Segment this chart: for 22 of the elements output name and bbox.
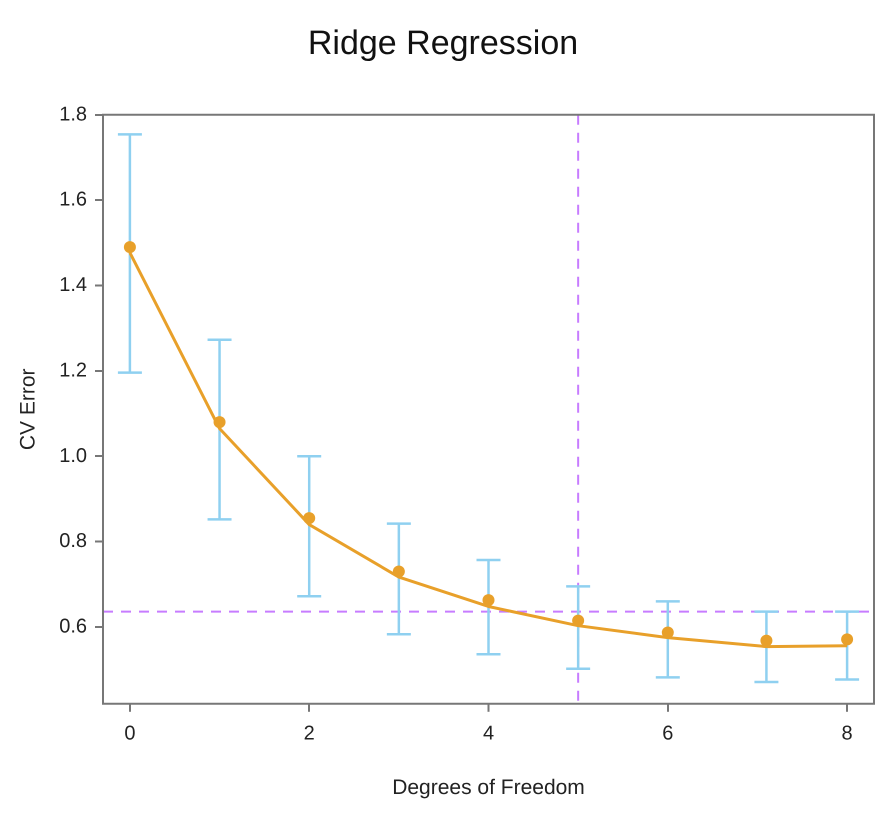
point: [214, 416, 226, 428]
point: [482, 594, 494, 606]
point: [303, 512, 316, 524]
point: [392, 565, 405, 578]
y-tick-label: 1.8: [59, 103, 88, 126]
y-tick-label: 1.6: [59, 188, 88, 211]
chart-title: Ridge Regression: [308, 24, 578, 62]
y-tick-label: 1.4: [59, 274, 88, 296]
y-tick-label: 1.2: [59, 359, 88, 382]
x-tick-label: 6: [662, 722, 674, 744]
point: [124, 241, 136, 254]
x-tick-label: 2: [304, 722, 315, 744]
x-tick-label: 8: [842, 722, 853, 744]
x-tick-label: 0: [124, 722, 136, 744]
y-tick-label: 0.6: [59, 615, 88, 638]
point: [760, 634, 772, 647]
x-axis-title: Degrees of Freedom: [392, 776, 585, 800]
y-axis-title: CV Error: [16, 368, 40, 450]
point: [841, 633, 854, 646]
y-tick-label: 1.0: [59, 444, 88, 467]
x-tick-label: 4: [482, 722, 494, 744]
y-tick-label: 0.8: [59, 530, 88, 552]
